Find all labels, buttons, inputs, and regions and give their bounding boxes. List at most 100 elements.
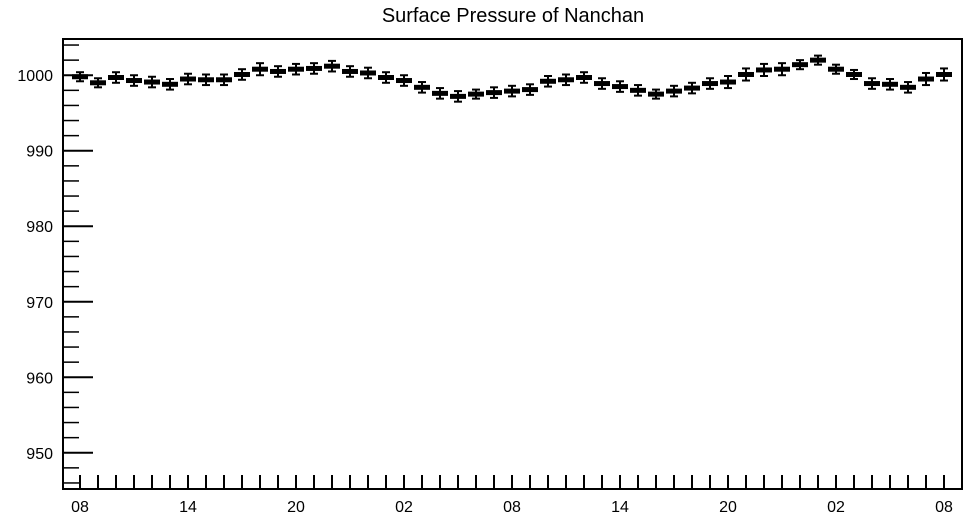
data-point (648, 88, 664, 100)
data-marker (774, 66, 790, 72)
y-tick-label: 990 (26, 144, 53, 161)
data-marker (126, 78, 142, 84)
chart-title: Surface Pressure of Nanchan (382, 5, 644, 27)
data-marker (540, 78, 556, 84)
data-point (936, 67, 952, 82)
data-marker (108, 75, 124, 81)
data-point (594, 77, 610, 90)
data-point (900, 81, 916, 94)
x-axis: 08 14 20 02 08 14 20 02 08 (71, 475, 953, 516)
data-marker (612, 84, 628, 90)
data-point (540, 74, 556, 88)
data-marker (918, 76, 934, 82)
data-marker (468, 91, 484, 97)
data-marker (432, 90, 448, 96)
data-point (486, 86, 502, 99)
data-marker (324, 63, 340, 69)
data-point (198, 73, 214, 87)
data-point (810, 54, 826, 66)
data-marker (738, 71, 754, 77)
data-marker (144, 79, 160, 85)
x-tick-label: 08 (503, 499, 521, 516)
data-marker (162, 81, 178, 87)
data-point (270, 65, 286, 78)
y-tick-label: 960 (26, 370, 53, 387)
data-marker (450, 93, 466, 99)
data-point (144, 75, 160, 89)
data-marker (270, 68, 286, 74)
y-tick-label: 950 (26, 446, 53, 463)
data-marker (306, 65, 322, 71)
data-point (216, 73, 232, 87)
data-point (90, 77, 106, 89)
data-marker (648, 91, 664, 97)
data-marker (378, 75, 394, 81)
data-point (558, 73, 574, 87)
data-marker (90, 80, 106, 86)
data-point (846, 68, 862, 81)
data-marker (828, 66, 844, 72)
data-point (504, 84, 520, 98)
x-tick-label: 02 (827, 499, 845, 516)
data-marker (702, 81, 718, 87)
data-marker (846, 71, 862, 77)
data-marker (360, 70, 376, 76)
data-marker (288, 66, 304, 72)
data-marker (522, 87, 538, 93)
data-point (162, 78, 178, 91)
y-tick-label: 1000 (17, 68, 53, 85)
data-point (360, 66, 376, 80)
data-point (108, 71, 124, 84)
x-tick-label: 14 (179, 499, 197, 516)
data-point (720, 74, 736, 90)
data-marker (936, 71, 952, 77)
data-marker (414, 84, 430, 90)
data-marker (396, 78, 412, 84)
y-axis: 950 960 970 980 990 1000 (17, 44, 93, 484)
x-tick-label: 20 (719, 499, 737, 516)
data-point (288, 62, 304, 76)
data-point (306, 62, 322, 75)
data-marker (342, 68, 358, 74)
data-point (774, 62, 790, 77)
data-marker (810, 57, 826, 63)
y-tick-label: 980 (26, 219, 53, 236)
data-marker (594, 81, 610, 87)
data-point (828, 63, 844, 75)
x-tick-label: 20 (287, 499, 305, 516)
data-point (450, 90, 466, 103)
x-tick-label: 08 (935, 499, 953, 516)
data-marker (900, 84, 916, 90)
data-point (684, 81, 700, 95)
data-points (72, 54, 952, 103)
data-point (612, 80, 628, 93)
data-point (918, 71, 934, 87)
data-point (756, 62, 772, 77)
data-point (882, 78, 898, 91)
data-point (738, 67, 754, 82)
data-marker (198, 77, 214, 83)
data-marker (756, 67, 772, 73)
data-point (342, 65, 358, 78)
data-point (396, 74, 412, 87)
data-marker (504, 88, 520, 94)
plot-frame (62, 38, 963, 490)
data-marker (684, 85, 700, 91)
data-marker (234, 71, 250, 77)
data-point (576, 71, 592, 84)
data-marker (558, 77, 574, 83)
x-tick-label: 02 (395, 499, 413, 516)
data-marker (252, 66, 268, 72)
data-point (522, 83, 538, 96)
data-point (630, 84, 646, 97)
data-marker (882, 81, 898, 87)
data-point (792, 59, 808, 71)
data-marker (576, 75, 592, 81)
data-point (324, 59, 340, 73)
data-point (72, 71, 88, 83)
data-marker (486, 90, 502, 96)
data-point (468, 88, 484, 100)
data-marker (72, 74, 88, 80)
data-point (234, 68, 250, 81)
data-point (702, 77, 718, 90)
